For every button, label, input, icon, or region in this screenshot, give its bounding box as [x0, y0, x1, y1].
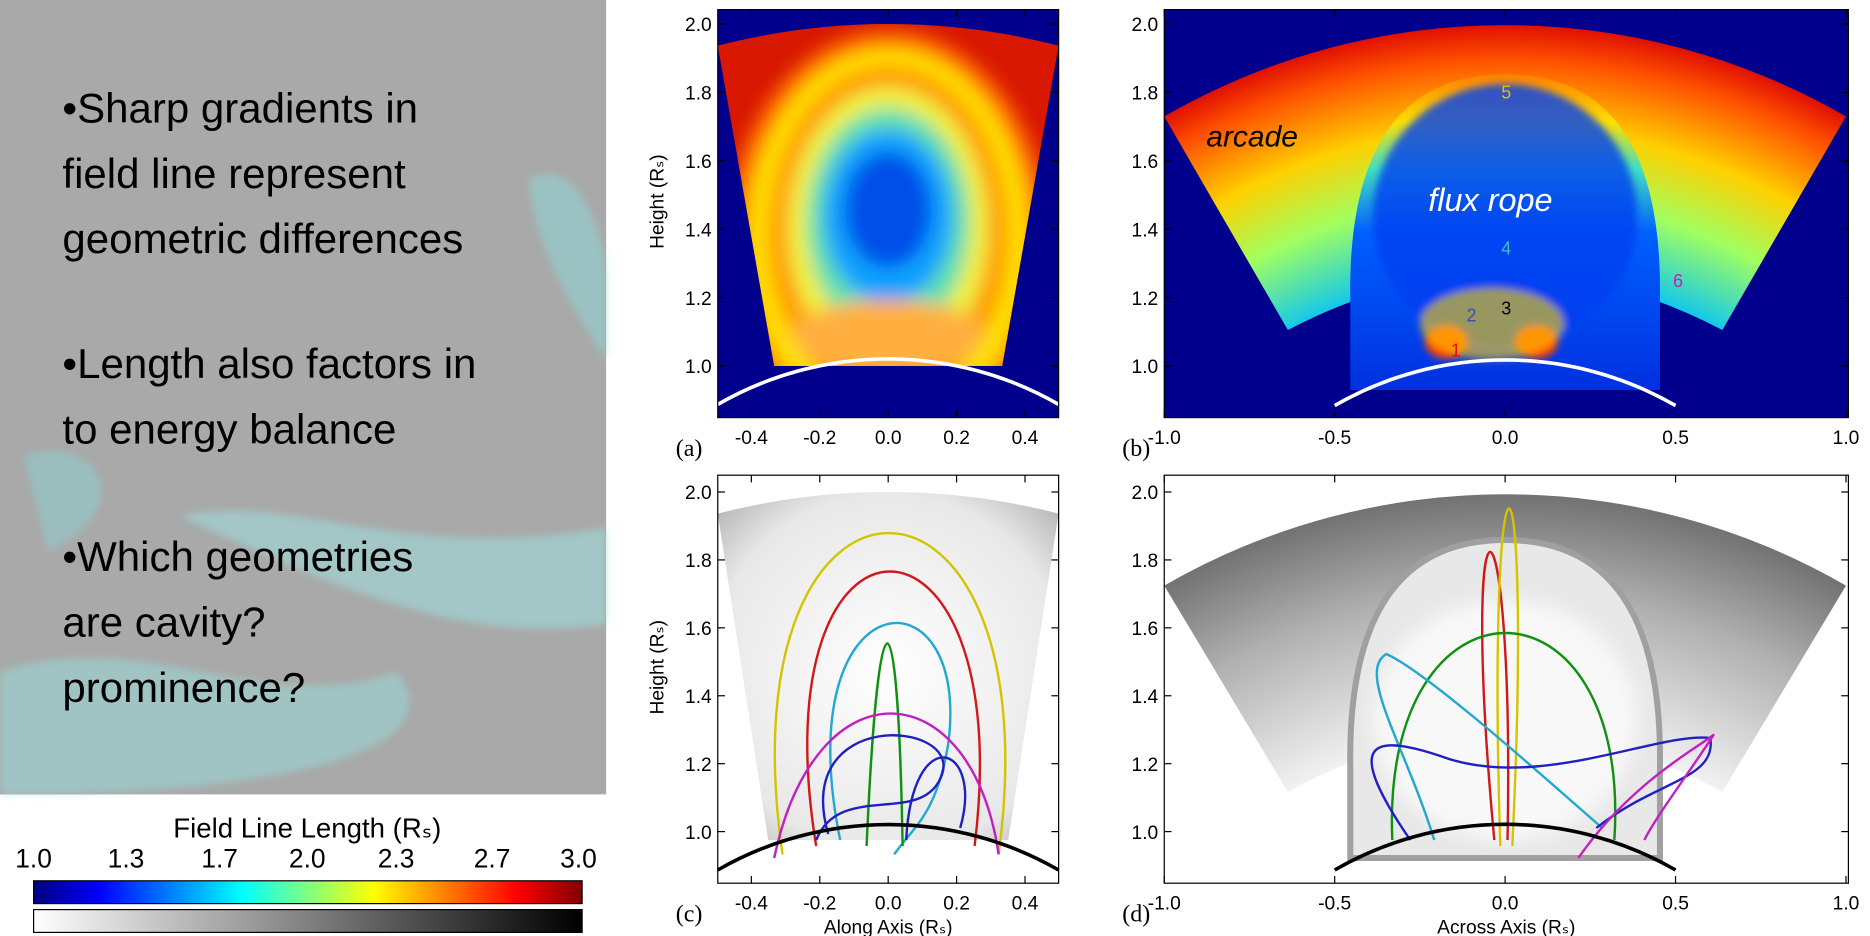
y-tick-label: 1.6 — [685, 152, 712, 173]
marker-label: 6 — [1673, 271, 1683, 291]
y-tick-label: 2.0 — [1132, 15, 1159, 36]
colorbar-title: Field Line Length (Rₛ) — [173, 813, 441, 844]
panel-label: (a) — [676, 436, 703, 462]
marker-label: 4 — [1501, 238, 1511, 258]
marker-label: 5 — [1501, 82, 1511, 102]
colorbar-tick-label: 2.0 — [289, 844, 326, 874]
y-tick-label: 1.0 — [685, 357, 712, 378]
bullet-line: field line represent — [62, 150, 406, 197]
y-tick-label: 1.8 — [685, 551, 712, 572]
x-tick-label: 0.4 — [1012, 894, 1039, 915]
background-texture — [0, 173, 607, 795]
x-tick-label: 0.0 — [1492, 428, 1519, 449]
y-tick-label: 1.6 — [685, 619, 712, 640]
x-tick-label: -1.0 — [1148, 894, 1181, 915]
y-tick-label: 2.0 — [1132, 483, 1159, 504]
bullet-line: geometric differences — [62, 215, 463, 262]
y-tick-label: 1.4 — [685, 687, 712, 708]
bullet-line: prominence? — [62, 664, 305, 711]
x-tick-label: 0.2 — [943, 894, 970, 915]
bullet-list: •Sharp gradients in field line represent g… — [62, 84, 476, 711]
panel-d-image — [1163, 474, 1849, 884]
y-tick-label: 1.2 — [1132, 289, 1159, 310]
x-tick-label: 1.0 — [1833, 428, 1860, 449]
colorbar-tick-label: 3.0 — [560, 844, 597, 874]
x-tick-label: 0.0 — [875, 894, 902, 915]
annotation-arcade: arcade — [1206, 120, 1298, 153]
colorbar-tick-label: 1.0 — [15, 844, 52, 874]
panel-label: (c) — [676, 902, 703, 928]
y-tick-label: 1.8 — [685, 84, 712, 105]
x-tick-label: -1.0 — [1148, 428, 1181, 449]
bullet-line: •Which geometries — [62, 533, 413, 580]
x-tick-label: -0.4 — [735, 428, 768, 449]
panel-label: (b) — [1122, 436, 1150, 462]
panel-c-image — [716, 474, 1060, 884]
y-tick-label: 2.0 — [685, 15, 712, 36]
y-tick-label: 1.0 — [685, 823, 712, 844]
x-tick-label: -0.2 — [803, 428, 836, 449]
x-tick-label: 0.2 — [943, 428, 970, 449]
y-tick-label: 1.2 — [685, 755, 712, 776]
y-tick-label: 1.4 — [685, 220, 712, 241]
axes: 2.0 1.8 1.6 1.4 1.2 1.0 -0.4 -0.2 0.0 0.2 0.4 (a) He… — [648, 9, 1860, 936]
bullet-line: are cavity? — [62, 599, 265, 646]
y-tick-label: 1.6 — [1132, 619, 1159, 640]
y-tick-label: 1.0 — [1132, 823, 1159, 844]
x-tick-label: 1.0 — [1833, 894, 1860, 915]
marker-label: 3 — [1501, 298, 1511, 318]
colorbar-ticks: 1.0 1.3 1.7 2.0 2.3 2.7 3.0 — [15, 844, 597, 874]
y-tick-label: 1.2 — [1132, 755, 1159, 776]
y-tick-label: 1.8 — [1132, 551, 1159, 572]
y-tick-label: 1.6 — [1132, 152, 1159, 173]
x-tick-label: -0.5 — [1318, 428, 1351, 449]
colorbar-gray — [33, 909, 583, 933]
x-tick-label: 0.5 — [1662, 894, 1689, 915]
y-tick-label: 1.4 — [1132, 687, 1159, 708]
colorbar-tick-label: 2.7 — [474, 844, 511, 874]
colorbar-tick-label: 2.3 — [378, 844, 415, 874]
annotation-flux-rope: flux rope — [1428, 182, 1552, 218]
x-axis-label: Along Axis (Rₛ) — [824, 918, 953, 936]
panel-a-image — [716, 9, 1060, 419]
x-tick-label: -0.5 — [1318, 894, 1351, 915]
panel-label: (d) — [1122, 902, 1150, 928]
x-tick-label: 0.4 — [1012, 428, 1039, 449]
x-tick-label: 0.5 — [1662, 428, 1689, 449]
y-tick-label: 1.8 — [1132, 84, 1159, 105]
colorbar-tick-label: 1.7 — [201, 844, 238, 874]
y-axis-label: Height (Rₛ) — [648, 154, 669, 249]
y-tick-label: 1.4 — [1132, 220, 1159, 241]
panel-b-image — [1163, 9, 1849, 419]
x-tick-label: -0.4 — [735, 894, 768, 915]
x-tick-label: 0.0 — [1492, 894, 1519, 915]
marker-label: 2 — [1467, 306, 1477, 326]
x-tick-label: -0.2 — [803, 894, 836, 915]
bullet-line: •Length also factors in — [62, 340, 476, 387]
markers: 12 3 4 5 6 — [1451, 82, 1683, 360]
x-tick-label: 0.0 — [875, 428, 902, 449]
bullet-line: to energy balance — [62, 405, 396, 452]
colorbar-color — [33, 880, 583, 905]
y-tick-label: 2.0 — [685, 483, 712, 504]
y-axis-label: Height (Rₛ) — [648, 620, 669, 715]
marker-label: 1 — [1451, 340, 1461, 360]
y-tick-label: 1.2 — [685, 289, 712, 310]
colorbar-tick-label: 1.3 — [108, 844, 145, 874]
bullet-line: •Sharp gradients in — [62, 84, 418, 131]
y-tick-label: 1.0 — [1132, 357, 1159, 378]
x-axis-label: Across Axis (Rₛ) — [1437, 918, 1575, 936]
